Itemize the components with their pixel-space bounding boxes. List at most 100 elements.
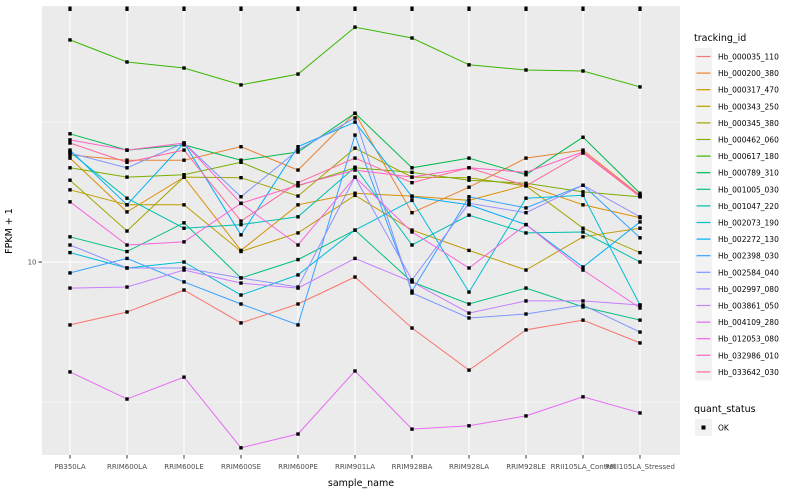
data-point: [296, 257, 300, 262]
legend-entry-label: Hb_012053_080: [718, 335, 779, 344]
data-point: [353, 133, 357, 137]
data-point: [410, 289, 414, 293]
legend-entry-label: Hb_004109_280: [718, 318, 779, 327]
data-point: [638, 330, 642, 334]
data-point: [467, 166, 471, 170]
data-point: [410, 278, 414, 282]
data-point: [353, 156, 357, 160]
x-tick-label: RRII105LA_Stressed: [605, 463, 675, 471]
data-point: [467, 311, 471, 315]
data-point: [638, 226, 642, 230]
data-point: [68, 148, 72, 152]
data-point: [638, 411, 642, 415]
x-tick-label: RRIM928BA: [392, 463, 433, 471]
data-point: [182, 260, 186, 264]
data-point: [182, 203, 186, 207]
x-tick-label: RRII105LA_Control: [551, 463, 616, 471]
quant-entry-label: OK: [718, 424, 730, 433]
data-point: [68, 138, 72, 142]
data-point: [296, 183, 300, 187]
data-point: [581, 318, 585, 322]
data-point: [182, 141, 186, 145]
data-point: [638, 220, 642, 224]
data-point: [581, 265, 585, 269]
data-point: [410, 230, 414, 234]
data-point: [296, 203, 300, 207]
data-point: [638, 318, 642, 322]
data-point: [581, 148, 585, 152]
legend-entry-label: Hb_003861_050: [718, 302, 779, 311]
data-point: [524, 268, 528, 272]
data-point: [581, 268, 585, 272]
legend-tracking-entries: Hb_000035_110 Hb_000200_380 Hb_000317_470 H…: [695, 48, 779, 381]
data-point: [467, 156, 471, 160]
data-point: [410, 166, 414, 170]
data-point: [581, 69, 585, 73]
data-point: [581, 183, 585, 187]
data-point: [296, 72, 300, 76]
top-edge-point: [638, 6, 642, 11]
data-point: [524, 210, 528, 215]
data-point: [296, 180, 300, 185]
data-point: [581, 395, 585, 399]
data-point: [239, 446, 243, 450]
data-point: [182, 221, 186, 225]
data-point: [353, 116, 357, 120]
data-point: [296, 302, 300, 306]
data-point: [68, 271, 72, 275]
data-point: [239, 83, 243, 87]
data-point: [581, 303, 585, 307]
data-point: [638, 236, 642, 240]
data-point: [239, 233, 243, 237]
data-point: [410, 195, 414, 199]
legend-entry-label: Hb_000317_470: [718, 86, 779, 95]
data-point: [467, 266, 471, 270]
data-point: [524, 170, 528, 175]
data-point: [239, 158, 243, 162]
data-point: [467, 201, 471, 206]
legend-entry-label: Hb_001047_220: [718, 202, 779, 211]
data-point: [467, 316, 471, 320]
data-point: [296, 273, 300, 277]
data-point: [68, 166, 72, 170]
data-point: [125, 175, 129, 179]
data-point: [467, 185, 471, 189]
data-point: [182, 175, 186, 179]
panel-background: [42, 6, 680, 455]
top-edge-point: [581, 6, 585, 11]
data-point: [581, 151, 585, 155]
legend-entry-label: Hb_002997_080: [718, 285, 779, 294]
data-point: [410, 228, 414, 232]
data-point: [182, 148, 186, 152]
data-point: [296, 231, 300, 235]
data-point: [68, 250, 72, 255]
data-point: [68, 141, 72, 145]
legend-entry-label: Hb_000035_110: [718, 53, 779, 62]
data-point: [524, 328, 528, 332]
data-point: [467, 302, 471, 306]
data-point: [296, 168, 300, 172]
data-point: [182, 173, 186, 177]
data-point: [467, 290, 471, 294]
data-point: [410, 427, 414, 431]
legend-entry-label: Hb_000617_180: [718, 152, 779, 161]
data-point: [125, 160, 129, 165]
data-point: [353, 168, 357, 172]
data-point: [125, 210, 129, 214]
data-point: [239, 321, 243, 325]
data-point: [524, 231, 528, 235]
legend: tracking_id Hb_000035_110Hb_000200_380Hb…: [694, 33, 779, 436]
data-point: [68, 156, 72, 160]
data-point: [125, 158, 129, 162]
top-edge-point: [182, 6, 186, 11]
y-tick-label: 10: [28, 259, 37, 267]
legend-entry-label: Hb_000200_380: [718, 69, 779, 78]
data-point: [581, 299, 585, 303]
x-tick-label: RRIM600LE: [164, 463, 204, 471]
data-point: [467, 424, 471, 428]
x-tick-label: RRIM901LA: [335, 463, 375, 471]
top-edge-point: [296, 6, 300, 11]
data-point: [68, 370, 72, 374]
data-point: [581, 226, 585, 230]
